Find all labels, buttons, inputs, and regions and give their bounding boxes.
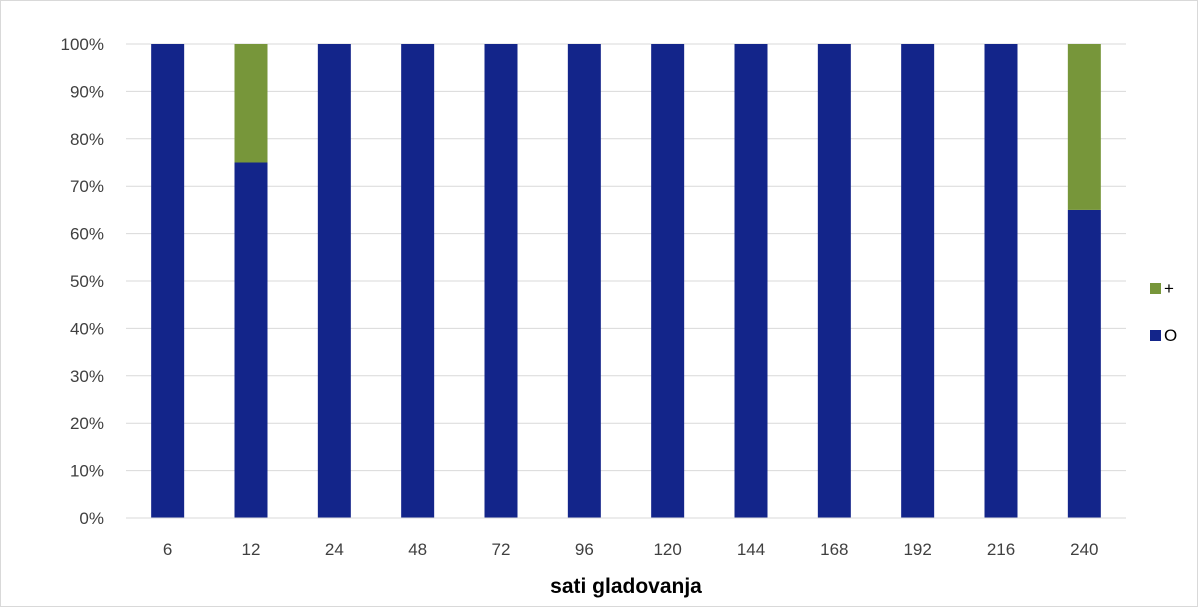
x-axis-ticks: 6 12 24 48 72 96 120 144 168 192 216 240 [163,540,1099,559]
y-tick-label: 100% [61,35,104,54]
y-tick-label: 80% [70,130,104,149]
bar-segment-plus-12 [234,44,268,163]
bar-segment-o-192 [901,44,935,518]
bars [151,44,1101,518]
legend-label: + [1164,279,1174,298]
legend: +O [1150,279,1177,345]
x-tick-label: 6 [163,540,172,559]
x-tick-label: 240 [1070,540,1098,559]
legend-label: O [1164,326,1177,345]
bar-segment-o-12 [234,162,268,518]
x-tick-label: 168 [820,540,848,559]
bar-segment-plus-240 [1067,44,1101,210]
y-tick-label: 30% [70,367,104,386]
bar-segment-o-24 [317,44,351,518]
bar-segment-o-168 [817,44,851,518]
x-tick-label: 12 [242,540,261,559]
legend-swatch [1150,283,1161,294]
y-tick-label: 0% [79,509,104,528]
bar-segment-o-216 [984,44,1018,518]
y-tick-label: 90% [70,82,104,101]
bar-segment-o-96 [567,44,601,518]
y-tick-label: 40% [70,319,104,338]
bar-segment-o-120 [651,44,685,518]
x-tick-label: 48 [408,540,427,559]
x-tick-label: 96 [575,540,594,559]
x-tick-label: 216 [987,540,1015,559]
x-tick-label: 120 [653,540,681,559]
legend-swatch [1150,330,1161,341]
x-tick-label: 24 [325,540,344,559]
x-tick-label: 72 [492,540,511,559]
y-tick-label: 20% [70,414,104,433]
y-tick-label: 50% [70,272,104,291]
x-tick-label: 144 [737,540,765,559]
y-axis-ticks: 0% 10% 20% 30% 40% 50% 60% 70% 80% 90% 100% [61,35,104,528]
bar-segment-o-48 [401,44,435,518]
bar-segment-o-6 [151,44,185,518]
y-tick-label: 10% [70,462,104,481]
y-tick-label: 60% [70,225,104,244]
bar-segment-o-72 [484,44,518,518]
y-tick-label: 70% [70,177,104,196]
bar-segment-o-144 [734,44,768,518]
gridlines [126,43,1126,472]
x-tick-label: 192 [903,540,931,559]
bar-segment-o-240 [1067,209,1101,518]
x-axis-title: sati gladovanja [550,575,702,598]
